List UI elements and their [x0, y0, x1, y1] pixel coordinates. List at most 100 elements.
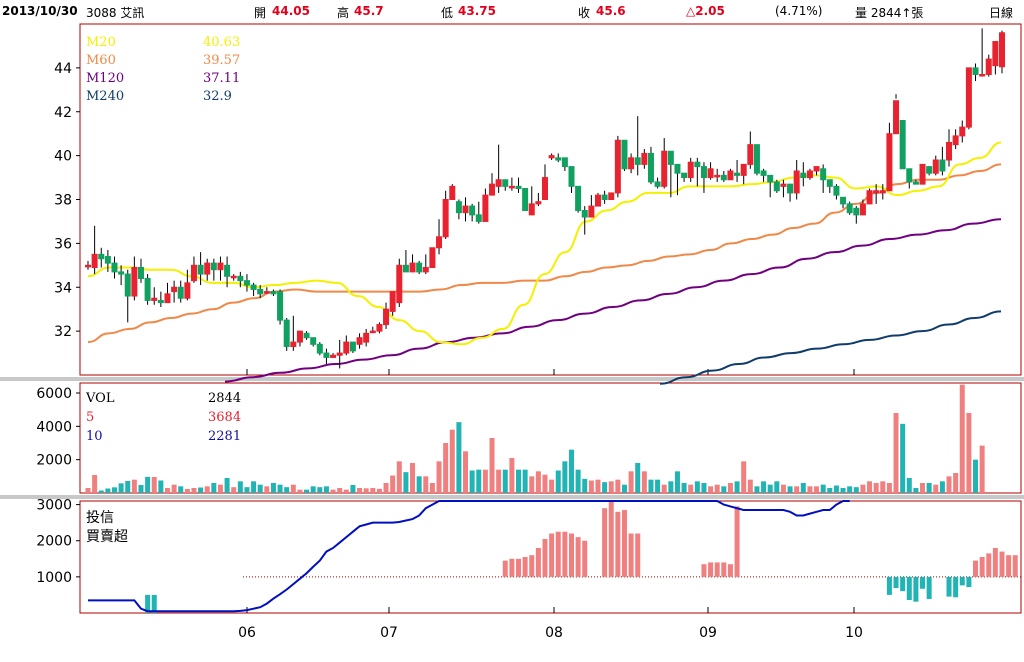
volume-tick-label: 2000 [36, 453, 72, 469]
quote-date: 2013/10/30 [2, 4, 78, 18]
candle-body [230, 275, 237, 279]
ma-line-m240 [659, 310, 1002, 385]
candle-body [177, 286, 184, 299]
volume-bar [886, 483, 892, 493]
ma-line-m120 [224, 218, 1002, 383]
volume-bar [423, 476, 429, 493]
candle-body [237, 275, 244, 282]
volume-bar [469, 470, 475, 493]
candle-body [197, 264, 204, 275]
volume-bar [443, 443, 449, 493]
volume-bar [933, 484, 939, 493]
inst-bar [953, 576, 959, 598]
candle-body [144, 277, 151, 301]
volume-bar [463, 451, 469, 493]
price-tick-label: 32 [54, 324, 72, 340]
volume-bar [244, 487, 250, 493]
candle-body [753, 144, 760, 174]
candle-body [323, 352, 330, 358]
volume-bar [807, 486, 813, 493]
candle-body [806, 170, 813, 179]
inst-bar [906, 576, 912, 600]
open-value: 44.05 [272, 4, 310, 18]
candle-body [813, 166, 820, 172]
volume-bar [390, 475, 396, 493]
panel-divider-volume[interactable] [0, 495, 1024, 499]
inst-bar [913, 576, 919, 602]
volume-bar [482, 469, 488, 493]
volume-bar [489, 438, 495, 493]
candle-body [859, 203, 866, 216]
x-tick-label: 08 [545, 625, 563, 641]
volume-bar [774, 481, 780, 493]
volume-bar [535, 471, 541, 493]
candle-body [422, 267, 429, 273]
candle-body [773, 181, 780, 192]
candle-body [528, 203, 535, 216]
candle-body [667, 150, 674, 165]
candle-body [840, 196, 847, 205]
volume-value: 量 2844↑張 [855, 6, 924, 20]
candle-body [502, 179, 509, 187]
candle-body [621, 139, 628, 170]
volume-bar [939, 481, 945, 493]
volume-bar [840, 488, 846, 493]
candle-body [455, 201, 462, 214]
volume-bar [734, 481, 740, 493]
candle-body [462, 205, 469, 214]
volume-bar [794, 486, 800, 493]
candle-body [85, 264, 91, 268]
volume-legend-value: 3684 [208, 410, 241, 425]
volume-bar [615, 479, 621, 493]
inst-bar [568, 533, 574, 577]
volume-bar [496, 469, 502, 493]
volume-bar [674, 471, 680, 493]
candle-body [999, 32, 1005, 68]
candle-body [687, 161, 694, 179]
volume-bar [337, 488, 343, 493]
close-value: 45.6 [596, 4, 626, 18]
volume-legend-value: 2844 [208, 391, 241, 406]
volume-bar [641, 471, 647, 493]
inst-bar [1012, 555, 1018, 577]
candle-body [296, 330, 303, 343]
candle-body [899, 120, 906, 170]
panel-divider-price[interactable] [0, 377, 1024, 381]
inst-bar [979, 557, 985, 577]
volume-bar [151, 477, 157, 493]
candle-body [681, 172, 688, 179]
candle-body [91, 253, 98, 269]
inst-bar [714, 562, 720, 577]
candle-body [734, 172, 741, 176]
volume-bar [211, 483, 217, 493]
volume-bar [184, 489, 190, 493]
price-tick-label: 36 [54, 236, 72, 252]
candle-body [303, 332, 310, 339]
price-tick-label: 34 [54, 280, 72, 296]
volume-bar [959, 384, 965, 493]
volume-bar [853, 487, 859, 493]
candle-body [396, 264, 403, 304]
inst-bar [516, 558, 522, 577]
inst-bar [734, 506, 740, 577]
volume-bar [575, 469, 581, 493]
volume-bar [529, 476, 535, 493]
inst-bar [926, 576, 932, 599]
volume-bar [509, 458, 515, 493]
candle-body [290, 341, 297, 347]
candle-body [714, 174, 721, 178]
candle-body [568, 166, 575, 187]
candle-body [700, 166, 707, 179]
inst-bar [986, 553, 992, 577]
change-percent: (4.71%) [775, 4, 823, 18]
volume-bar [761, 481, 767, 493]
volume-bar [920, 483, 926, 493]
inst-bar [992, 547, 998, 577]
candle-body [654, 181, 661, 187]
candle-body [118, 271, 125, 275]
volume-bar [979, 445, 985, 493]
candle-body [316, 343, 323, 354]
inst-bar [502, 560, 508, 577]
candle-body [495, 179, 502, 187]
